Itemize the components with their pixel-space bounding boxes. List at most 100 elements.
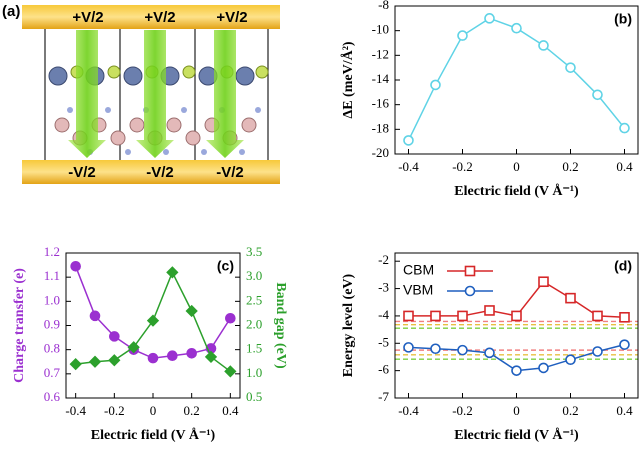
legend-label: VBM (403, 282, 433, 298)
marker (619, 311, 630, 323)
marker (430, 310, 441, 322)
field-arrows (68, 30, 244, 158)
marker (403, 310, 414, 322)
voltage-label: -V/2 (146, 164, 174, 181)
marker (403, 135, 414, 146)
x-tick-label: -0.2 (452, 403, 473, 418)
y2-tick-label: 2.0 (246, 316, 262, 331)
marker (109, 331, 120, 342)
electrode-bottom (22, 160, 280, 184)
marker (147, 352, 159, 364)
y-tick-label: -12 (372, 46, 389, 61)
marker (592, 346, 603, 357)
panel-label: (d) (614, 258, 632, 274)
marker (166, 266, 179, 279)
voltage-label: +V/2 (144, 9, 175, 26)
panel-label: (b) (614, 11, 632, 27)
y-tick-label: -3 (378, 280, 389, 295)
x-tick-label: 0.4 (222, 403, 239, 418)
y-axis-label: Energy level (eV) (341, 273, 356, 377)
panel-label: (c) (217, 258, 234, 274)
x-tick-label: 0.2 (562, 403, 578, 418)
y-tick-label: -20 (372, 145, 389, 160)
voltage-label: -V/2 (68, 164, 96, 181)
voltage-label: +V/2 (72, 9, 103, 26)
electrode-top (22, 5, 280, 29)
marker (538, 276, 549, 288)
marker (430, 343, 441, 355)
y-tick-label: -4 (378, 307, 389, 322)
panel-label: (a) (2, 3, 20, 20)
marker (89, 310, 101, 322)
marker (592, 310, 603, 322)
marker (538, 40, 549, 51)
y2-tick-label: 3.5 (246, 244, 262, 259)
y-tick-label: 0.8 (44, 341, 60, 356)
marker (565, 354, 576, 365)
marker (457, 344, 468, 356)
x-tick-label: -0.4 (398, 403, 419, 418)
marker (464, 285, 476, 297)
marker (225, 312, 236, 324)
marker (186, 347, 197, 359)
marker (619, 339, 630, 350)
x-tick-label: 0.4 (616, 159, 633, 174)
marker (224, 365, 237, 378)
marker (146, 314, 160, 327)
panel-a: (a) +V/2 +V/2 +V/2 -V/2 -V/2 -V/2 (2, 3, 280, 184)
y-axis-label: Charge transfer (e) (12, 268, 27, 383)
voltage-label: -V/2 (216, 164, 244, 181)
y-tick-label: -10 (372, 22, 389, 37)
x-tick-label: 0.2 (184, 403, 200, 418)
y-tick-label: -14 (372, 71, 390, 86)
marker (511, 310, 522, 322)
x-tick-label: 0 (513, 159, 520, 174)
y-tick-label: -18 (372, 120, 389, 135)
x-axis-label: Electric field (V Å⁻¹) (91, 427, 216, 443)
y-tick-label: -2 (378, 252, 389, 267)
series-line (407, 17, 626, 141)
y-tick-label: 1.1 (44, 268, 60, 283)
y2-axis-label: Band gap (eV) (273, 282, 288, 369)
marker (430, 79, 441, 91)
marker (619, 122, 630, 134)
y-axis-label: ΔE (meV/Å²) (340, 41, 356, 118)
x-axis-label: Electric field (V Å⁻¹) (454, 427, 579, 443)
marker (484, 13, 495, 24)
marker (565, 62, 576, 73)
marker (511, 22, 522, 34)
marker (592, 89, 603, 101)
marker (127, 341, 140, 354)
y2-tick-label: 2.5 (246, 292, 262, 307)
y-tick-label: 1.0 (44, 292, 60, 307)
y2-tick-label: 1.5 (246, 341, 262, 356)
marker (185, 304, 198, 318)
y-tick-label: -5 (378, 334, 389, 349)
y2-tick-label: 1.0 (246, 365, 262, 380)
y-tick-label: 0.7 (44, 365, 61, 380)
x-tick-label: -0.4 (398, 159, 419, 174)
x-tick-label: 0 (513, 403, 520, 418)
marker (70, 260, 81, 272)
x-tick-label: -0.2 (452, 159, 473, 174)
y-tick-label: -8 (378, 0, 389, 12)
marker (88, 355, 102, 368)
y-tick-label: 0.6 (44, 389, 61, 404)
x-tick-label: -0.4 (65, 403, 86, 418)
y-tick-label: -7 (378, 389, 389, 404)
marker (484, 305, 495, 316)
y2-tick-label: 3.0 (246, 268, 262, 283)
marker (565, 292, 576, 304)
x-tick-label: 0.2 (562, 159, 578, 174)
x-tick-label: -0.2 (104, 403, 125, 418)
series-line (74, 266, 231, 359)
marker (511, 365, 522, 376)
marker (69, 358, 82, 371)
marker (204, 350, 218, 364)
marker (108, 354, 121, 367)
marker (457, 30, 468, 41)
y-tick-label: -6 (378, 362, 389, 377)
legend-label: CBM (403, 262, 434, 278)
marker (484, 347, 495, 359)
